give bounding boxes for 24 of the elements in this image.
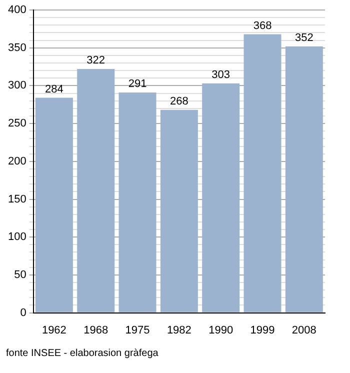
data-label: 322: [86, 54, 106, 67]
x-tick-label: 1982: [166, 324, 192, 336]
y-tick-label: 50: [14, 268, 26, 281]
data-label: 368: [253, 20, 272, 32]
y-tick-label: 0: [20, 306, 26, 319]
data-label: 284: [45, 83, 64, 96]
data-label: 303: [212, 68, 230, 81]
data-label: 291: [128, 78, 147, 90]
x-tick-label: 1975: [125, 324, 150, 336]
source-note: fonte INSEE - elaborasion gràfega: [6, 348, 158, 359]
data-label: 352: [294, 32, 314, 44]
data-label: 268: [170, 95, 188, 108]
x-tick-label: 1990: [208, 324, 234, 336]
x-tick-label: 2008: [292, 324, 316, 336]
y-tick-label: 350: [8, 42, 26, 54]
y-tick-label: 400: [8, 4, 26, 16]
x-tick-label: 1999: [250, 324, 275, 336]
y-tick-label: 200: [8, 155, 26, 168]
y-tick-label: 150: [8, 193, 26, 206]
x-tick-label: 1962: [42, 324, 66, 336]
y-tick-label: 250: [8, 118, 26, 130]
y-tick-label: 300: [8, 80, 26, 92]
x-tick-label: 1968: [84, 324, 108, 336]
y-tick-label: 100: [8, 231, 26, 244]
